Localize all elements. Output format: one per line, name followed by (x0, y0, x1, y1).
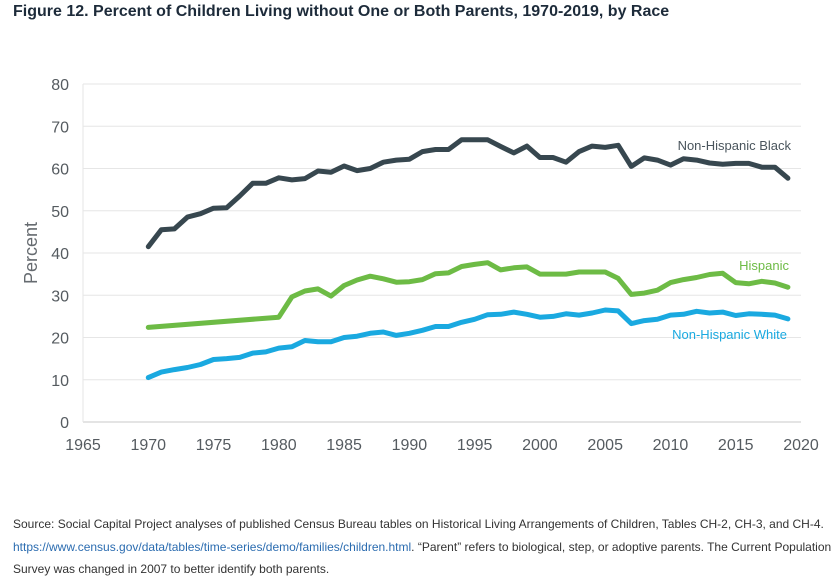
x-tick-label: 2015 (718, 437, 754, 454)
source-note: Source: Social Capital Project analyses … (13, 513, 833, 581)
x-tick-label: 2010 (653, 437, 689, 454)
x-tick-label: 2005 (587, 437, 623, 454)
series-lines (145, 137, 791, 381)
source-footnote: . “Parent” refers to biological, step, o… (13, 539, 832, 577)
series-line-non-hispanic-white (145, 307, 791, 381)
y-axis-ticks: 0 10 20 30 40 50 60 70 80 (51, 77, 69, 432)
source-link[interactable]: https://www.census.gov/data/tables/time-… (13, 539, 412, 554)
figure-title: Figure 12. Percent of Children Living wi… (13, 3, 670, 20)
y-axis-label: Percent (21, 222, 41, 284)
y-tick-label: 80 (51, 77, 69, 94)
y-tick-label: 70 (51, 119, 69, 136)
series-label-non-hispanic-black: Non-Hispanic Black (678, 138, 792, 153)
y-tick-label: 40 (51, 246, 69, 263)
series-label-hispanic: Hispanic (739, 258, 789, 273)
x-tick-label: 1995 (457, 437, 493, 454)
y-tick-label: 0 (60, 415, 69, 432)
series-label-non-hispanic-white: Non-Hispanic White (672, 327, 787, 342)
x-tick-label: 2000 (522, 437, 558, 454)
x-tick-label: 2020 (783, 437, 819, 454)
x-tick-label: 1965 (65, 437, 101, 454)
y-tick-label: 20 (51, 331, 69, 348)
x-tick-label: 1975 (196, 437, 232, 454)
y-tick-label: 10 (51, 373, 69, 390)
series-line-hispanic (145, 260, 791, 330)
x-axis-ticks: 1965 1970 1975 1980 1985 1990 1995 2000 2005 2010… (65, 437, 819, 454)
series-line-non-hispanic-black (145, 137, 791, 250)
x-tick-label: 1980 (261, 437, 297, 454)
x-tick-label: 1985 (326, 437, 362, 454)
x-tick-label: 1990 (392, 437, 428, 454)
y-tick-label: 30 (51, 288, 69, 305)
y-tick-label: 50 (51, 204, 69, 221)
source-text: Source: Social Capital Project analyses … (13, 517, 824, 531)
y-tick-label: 60 (51, 162, 69, 179)
x-tick-label: 1970 (130, 437, 166, 454)
gridlines (82, 83, 801, 423)
